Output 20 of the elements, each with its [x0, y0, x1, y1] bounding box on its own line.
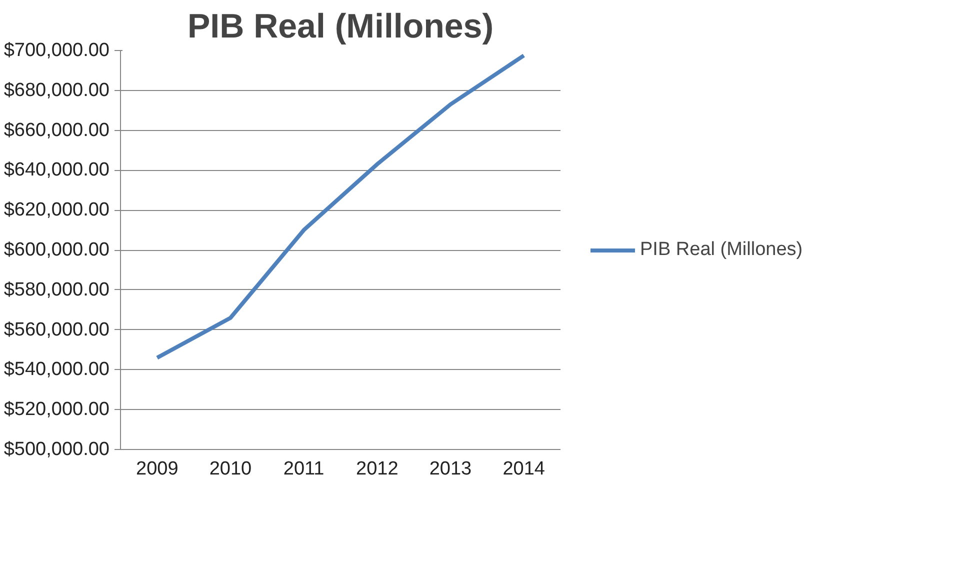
y-tick-label: $500,000.00 — [4, 439, 110, 460]
y-tick-label: $660,000.00 — [4, 120, 110, 141]
y-tick-label: $520,000.00 — [4, 399, 110, 420]
y-tick-label: $600,000.00 — [4, 240, 110, 260]
x-tick-label: 2013 — [429, 458, 472, 480]
y-tick-label: $700,000.00 — [4, 40, 110, 61]
y-tick-label: $620,000.00 — [4, 200, 110, 221]
y-tick-label: $640,000.00 — [4, 160, 110, 181]
y-tick-label: $560,000.00 — [4, 319, 110, 340]
x-tick-label: 2010 — [209, 458, 252, 480]
x-tick-label: 2014 — [502, 458, 546, 480]
x-tick-label: 2011 — [283, 458, 324, 480]
chart-title: PIB Real (Millones) — [187, 8, 494, 46]
x-tick-label: 2012 — [356, 458, 398, 480]
legend-label: PIB Real (Millones) — [640, 238, 803, 260]
line-series — [155, 53, 526, 360]
y-tick-label: $680,000.00 — [4, 80, 110, 101]
x-tick-label: 2009 — [136, 458, 178, 480]
y-tick-label: $580,000.00 — [4, 279, 110, 300]
y-tick-label: $540,000.00 — [4, 359, 110, 380]
